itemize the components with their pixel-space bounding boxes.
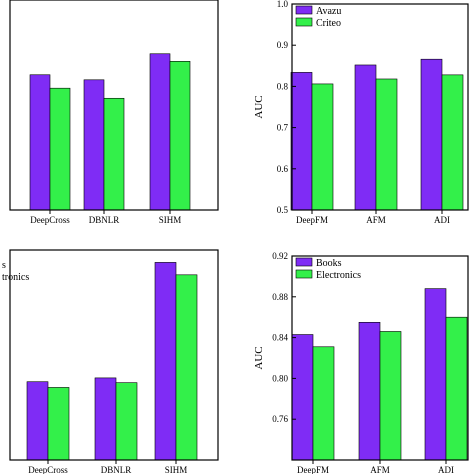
y-tick-label: 0.88 xyxy=(272,292,288,302)
legend-label: s xyxy=(2,260,6,271)
y-tick-label: 0.92 xyxy=(272,251,288,261)
y-tick-label: 0.5 xyxy=(277,205,289,215)
x-tick-label: AFM xyxy=(370,465,390,474)
y-tick-label: 0.6 xyxy=(277,164,289,174)
y-tick-label: 0.9 xyxy=(277,40,289,50)
y-axis-label: AUC xyxy=(253,346,265,369)
plot-frame xyxy=(9,0,219,211)
bar-afm-series-1 xyxy=(358,321,381,461)
x-tick-label: DeepFM xyxy=(296,215,328,225)
legend-swatch xyxy=(295,17,313,27)
bar-deepcross-series-2 xyxy=(47,387,70,461)
chart-panel-top-right: DeepFM AFM ADI 0.5 0.6 0.7 0.8 0.9 1.0 AUC AvazuCr… xyxy=(253,0,469,225)
bar-sihm-series-1 xyxy=(154,262,177,461)
bar-sihm-series-1 xyxy=(149,53,171,211)
legend-label: tronics xyxy=(2,272,29,283)
legend-label: Criteo xyxy=(316,18,341,29)
legend-swatch xyxy=(295,257,313,267)
x-tick-label: SIHM xyxy=(165,465,188,474)
legend-label: Books xyxy=(316,258,342,269)
bar-deepcross-series-1 xyxy=(29,74,51,211)
x-tick-label: ADI xyxy=(434,215,450,225)
legend-swatch xyxy=(295,269,313,279)
legend-label: Avazu xyxy=(316,6,341,17)
x-tick-label: ADI xyxy=(438,465,454,474)
chart-panel-bottom-right: DeepFM AFM ADI 0.76 0.80 0.84 0.88 0.92 AUC Books… xyxy=(253,251,469,474)
bar-afm-series-1 xyxy=(354,64,377,211)
bar-afm-series-2 xyxy=(379,331,402,461)
bar-deepfm-series-1 xyxy=(291,334,314,461)
bar-deepfm-series-1 xyxy=(290,72,313,211)
plot-frame xyxy=(291,3,469,211)
plot-frame xyxy=(291,255,469,461)
x-tick-label: DeepCross xyxy=(30,215,70,225)
bar-dbnlr-series-2 xyxy=(115,382,138,461)
y-tick-label: 0.80 xyxy=(272,373,288,383)
y-tick-label: 0.84 xyxy=(272,333,288,343)
bar-dbnlr-series-1 xyxy=(94,377,117,461)
bar-dbnlr-series-1 xyxy=(83,79,105,211)
bar-deepfm-series-2 xyxy=(312,346,335,461)
legend-label: Electronics xyxy=(316,270,361,281)
y-axis-label: AUC xyxy=(253,95,265,118)
x-tick-label: AFM xyxy=(366,215,386,225)
bar-sihm-series-2 xyxy=(169,61,191,211)
bar-deepfm-series-2 xyxy=(311,83,334,211)
x-tick-label: DBNLR xyxy=(89,215,120,225)
bar-afm-series-2 xyxy=(375,78,398,211)
chart-panel-top-left: DeepCross DBNLR SIHM xyxy=(9,0,219,225)
y-tick-label: 0.7 xyxy=(277,123,289,133)
bar-deepcross-series-2 xyxy=(49,87,71,211)
y-tick-label: 0.76 xyxy=(272,414,288,424)
y-tick-label: 1.0 xyxy=(277,0,289,9)
x-tick-label: SIHM xyxy=(159,215,182,225)
bar-sihm-series-2 xyxy=(175,274,198,461)
bar-adi-series-2 xyxy=(441,74,464,211)
bar-adi-series-1 xyxy=(424,288,447,461)
x-tick-label: DeepFM xyxy=(297,465,329,474)
y-tick-label: 0.8 xyxy=(277,81,289,91)
plot-frame xyxy=(9,249,219,461)
bar-adi-series-2 xyxy=(445,316,468,461)
bar-dbnlr-series-2 xyxy=(103,97,125,211)
bar-adi-series-1 xyxy=(420,58,443,211)
bar-deepcross-series-1 xyxy=(26,381,49,461)
x-tick-label: DBNLR xyxy=(101,465,132,474)
legend-swatch xyxy=(295,5,313,15)
x-tick-label: DeepCross xyxy=(28,465,68,474)
